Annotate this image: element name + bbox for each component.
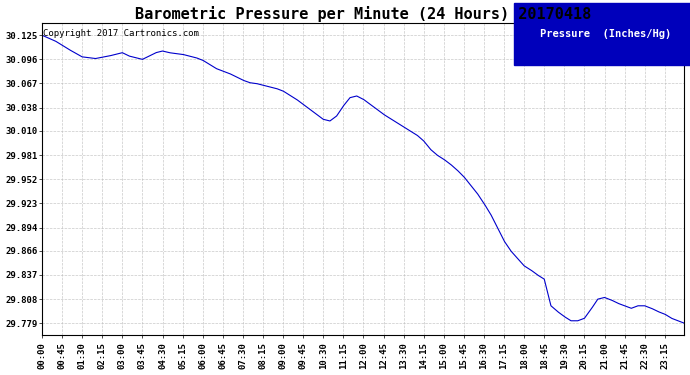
Title: Barometric Pressure per Minute (24 Hours) 20170418: Barometric Pressure per Minute (24 Hours… (135, 6, 591, 21)
Text: Copyright 2017 Cartronics.com: Copyright 2017 Cartronics.com (43, 29, 199, 38)
Text: Pressure  (Inches/Hg): Pressure (Inches/Hg) (540, 29, 671, 39)
